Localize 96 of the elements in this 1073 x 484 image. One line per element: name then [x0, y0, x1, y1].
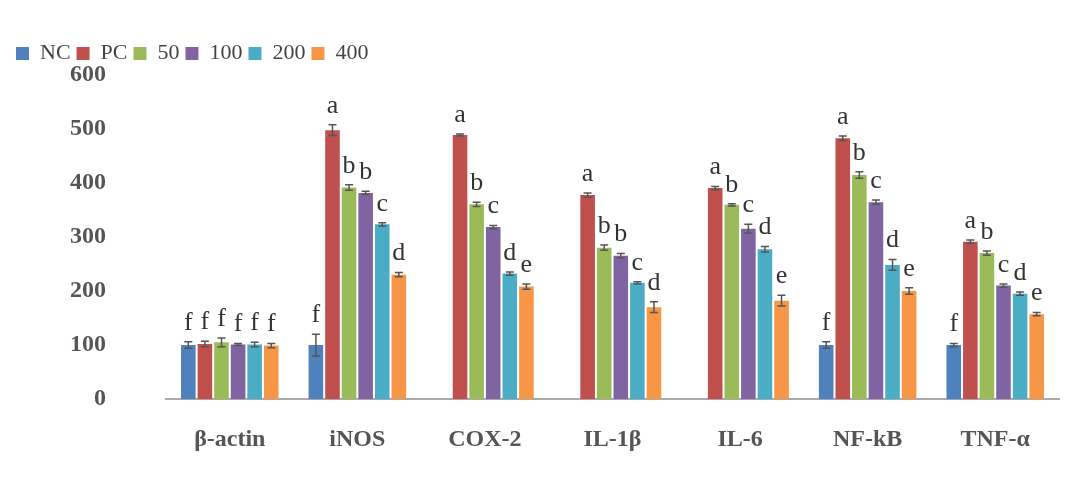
bar [946, 345, 962, 400]
legend-label: 400 [335, 39, 369, 65]
bar [741, 228, 756, 400]
data-label: d [886, 224, 900, 254]
y-tick-label: 0 [94, 384, 106, 411]
data-label: e [775, 260, 788, 290]
data-label: a [836, 100, 849, 130]
data-label: f [217, 302, 227, 332]
bar [197, 343, 213, 400]
data-label: e [520, 248, 533, 278]
x-tick-label: IL-1β [583, 424, 642, 451]
x-tick-label: β-actin [194, 424, 266, 451]
bar [485, 227, 501, 400]
data-label: c [997, 248, 1010, 278]
data-label: c [870, 164, 882, 194]
legend-label: NC [40, 39, 71, 65]
data-label: a [454, 98, 467, 128]
data-label: d [503, 236, 517, 266]
x-tick-label: IL-6 [717, 424, 763, 451]
data-label: d [392, 237, 406, 267]
legend-label: 100 [209, 39, 243, 65]
data-label: b [614, 218, 628, 248]
bar [469, 204, 484, 400]
bar [707, 188, 723, 400]
bar [613, 255, 629, 400]
bar [502, 273, 518, 400]
data-label: c [742, 189, 755, 219]
data-label: d [1013, 256, 1027, 286]
bar [630, 282, 645, 400]
data-label: b [980, 215, 994, 245]
bar [181, 345, 196, 400]
data-label: f [233, 308, 243, 338]
bar [724, 204, 740, 400]
bar [341, 187, 357, 400]
legend-label: 200 [272, 39, 306, 65]
x-tick-label: NF-kB [832, 424, 903, 451]
bar [308, 345, 324, 400]
bar [774, 300, 789, 400]
data-label: b [597, 209, 611, 239]
data-label: e [903, 252, 915, 282]
bar [885, 264, 900, 400]
legend-label: 50 [157, 39, 180, 65]
data-label: a [964, 204, 977, 234]
bar [1012, 293, 1028, 400]
bar [963, 241, 978, 400]
data-label: f [821, 306, 831, 336]
data-label: c [487, 190, 499, 220]
data-label: b [359, 156, 373, 186]
data-label: b [470, 166, 484, 196]
data-label: f [949, 308, 959, 338]
bar [646, 307, 662, 400]
y-tick-label: 300 [70, 222, 106, 248]
data-label: d [647, 266, 661, 296]
data-label: f [250, 307, 260, 337]
x-tick-label: iNOS [329, 424, 386, 451]
bar [996, 285, 1011, 400]
x-tick-label: COX-2 [448, 424, 522, 451]
y-tick-label: 100 [70, 330, 106, 357]
bar [757, 249, 773, 400]
bar [374, 224, 390, 400]
bar [835, 138, 851, 400]
bar [901, 290, 917, 400]
data-label: b [852, 136, 866, 166]
data-label: f [183, 306, 193, 336]
bar [452, 135, 468, 400]
bar [519, 286, 534, 400]
data-label: f [200, 306, 210, 336]
data-label: f [311, 299, 321, 329]
data-label: a [709, 151, 722, 181]
bar [1029, 314, 1044, 400]
bar [358, 192, 373, 400]
bar [979, 253, 995, 400]
data-label: c [376, 187, 389, 217]
data-label: c [631, 246, 644, 276]
data-label: a [326, 89, 339, 119]
bar [214, 342, 229, 400]
data-label: a [581, 157, 594, 187]
data-label: b [342, 149, 356, 179]
bar [868, 202, 884, 400]
y-tick-label: 500 [70, 113, 106, 140]
bar [325, 130, 340, 400]
bar [596, 247, 612, 400]
y-tick-label: 400 [70, 167, 106, 194]
data-label: b [725, 168, 739, 198]
bar [852, 175, 867, 400]
data-label: e [1030, 277, 1043, 307]
y-tick-label: 200 [70, 276, 106, 303]
bar [391, 274, 407, 400]
data-label: f [266, 308, 276, 338]
bar [247, 344, 262, 400]
bar [230, 344, 246, 400]
bar [580, 195, 595, 400]
bar [818, 345, 834, 400]
bar [263, 345, 279, 400]
x-tick-label: TNF-α [960, 424, 1031, 451]
data-label: d [758, 211, 772, 241]
